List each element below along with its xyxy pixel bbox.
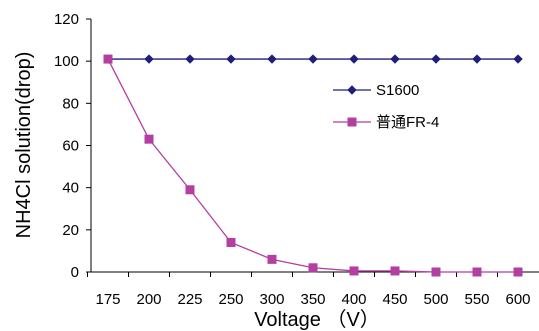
x-tick-label: 550 (464, 291, 489, 308)
diamond-point (226, 54, 236, 64)
diamond-point (185, 54, 195, 64)
square-point (185, 185, 195, 195)
legend-item: S1600 (333, 82, 419, 99)
x-ticks: 175 200 225 250 300 350 400 450 500 550 600 (87, 272, 531, 308)
x-tick-label: 175 (95, 291, 120, 308)
x-tick-label: 600 (505, 291, 530, 308)
y-tick-label: 20 (62, 222, 79, 239)
legend-swatch-marker (347, 117, 357, 127)
series-1 (103, 54, 523, 64)
legend-label: 普通FR-4 (376, 114, 439, 131)
y-tick-label: 60 (62, 138, 79, 155)
x-axis-title: Voltage （V） (254, 308, 380, 331)
y-tick-label: 0 (71, 264, 79, 281)
y-tick-label: 120 (54, 11, 79, 28)
square-point (513, 267, 523, 277)
square-point (144, 134, 154, 144)
x-tick-label: 225 (177, 291, 202, 308)
diamond-point (267, 54, 277, 64)
diamond-point (308, 54, 318, 64)
y-axis-title: NH4Cl solution(drop) (13, 52, 35, 239)
x-tick-label: 300 (259, 291, 284, 308)
series-line (107, 58, 518, 273)
x-tick-label: 250 (218, 291, 243, 308)
square-point (472, 267, 482, 277)
y-tick-label: 100 (54, 53, 79, 70)
series-2 (103, 54, 523, 277)
y-ticks: 0 20 40 60 80 100 120 (54, 11, 91, 281)
x-tick-label: 400 (341, 291, 366, 308)
diamond-point (144, 54, 154, 64)
legend-swatch-marker (347, 85, 357, 95)
legend-label: S1600 (376, 82, 419, 99)
square-point (267, 254, 277, 264)
legend: S1600 普通FR-4 (333, 82, 439, 131)
diamond-point (472, 54, 482, 64)
y-tick-label: 40 (62, 180, 79, 197)
diamond-point (349, 54, 359, 64)
square-point (431, 267, 441, 277)
x-tick-label: 350 (300, 291, 325, 308)
square-point (226, 237, 236, 247)
x-tick-label: 200 (136, 291, 161, 308)
diamond-point (513, 54, 523, 64)
square-point (349, 266, 359, 276)
x-tick-label: 450 (382, 291, 407, 308)
square-point (308, 263, 318, 273)
x-tick-label: 500 (423, 291, 448, 308)
legend-item: 普通FR-4 (333, 114, 439, 131)
diamond-point (431, 54, 441, 64)
diamond-point (390, 54, 400, 64)
square-point (390, 266, 400, 276)
square-point (103, 54, 113, 64)
y-tick-label: 80 (62, 95, 79, 112)
series-layer (103, 54, 523, 277)
